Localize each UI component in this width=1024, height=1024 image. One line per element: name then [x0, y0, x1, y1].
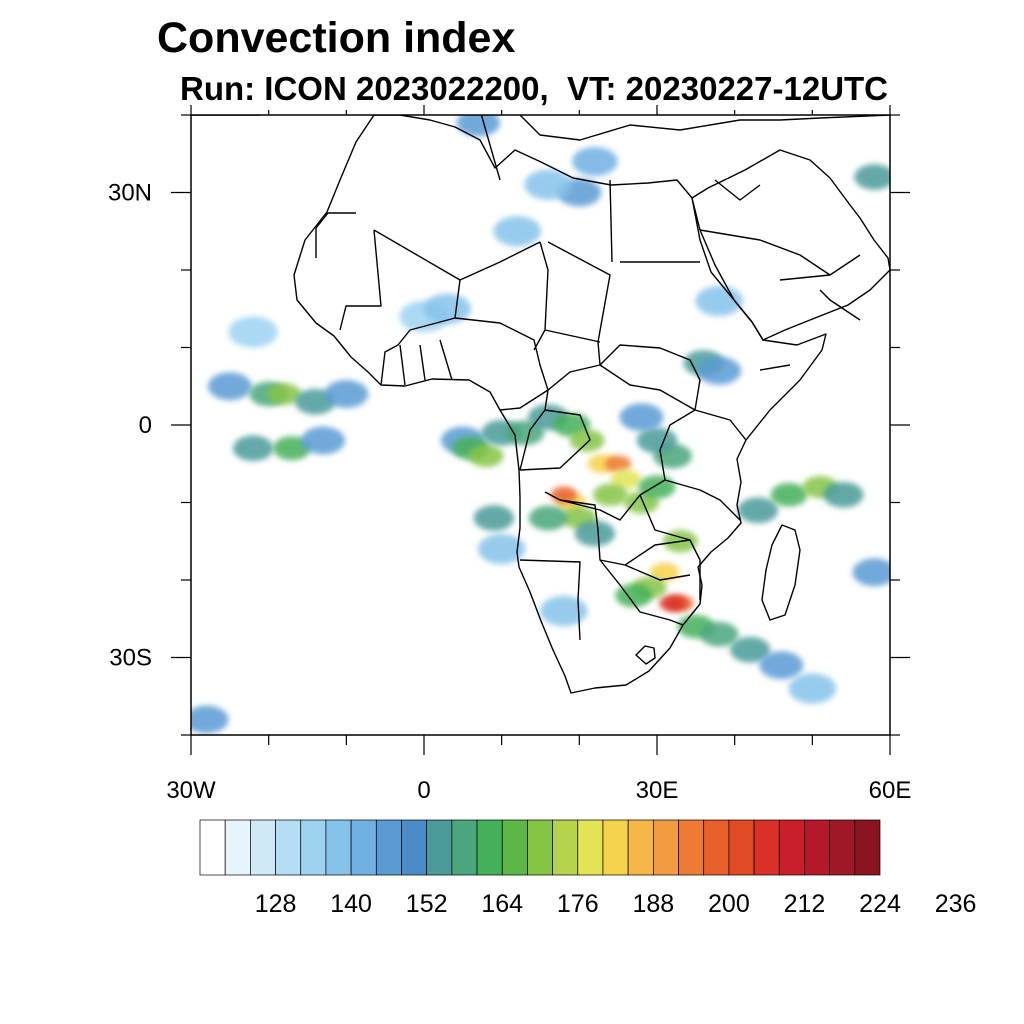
- axis-ticks: [171, 105, 910, 755]
- colorbar-swatch: [778, 819, 805, 876]
- field-cell: [324, 380, 369, 408]
- field-cell: [571, 146, 618, 177]
- colorbar-swatch: [829, 819, 856, 876]
- field-cell: [592, 483, 628, 506]
- field-cell: [456, 115, 501, 137]
- field-cell: [301, 426, 346, 455]
- field-cell: [610, 469, 642, 489]
- colorbar-swatch: [224, 819, 251, 876]
- colorbar-label: 236: [935, 890, 977, 918]
- field-cell: [788, 673, 837, 704]
- field-cell: [468, 444, 504, 468]
- colorbar-swatch: [300, 819, 327, 876]
- colorbar-swatch: [401, 819, 428, 876]
- field-cell: [191, 705, 229, 734]
- page-title: Convection index: [157, 14, 516, 62]
- x-tick-label: 30W: [166, 777, 216, 804]
- field-cell: [759, 651, 804, 680]
- colorbar-labels: 128 140 152 164 176 188 200 212 224 236: [255, 890, 977, 918]
- x-tick-label: 30E: [636, 777, 679, 804]
- colorbar-label: 200: [708, 890, 750, 918]
- field-cell: [729, 636, 771, 663]
- colorbar-swatch: [602, 819, 629, 876]
- field-cell: [267, 383, 302, 405]
- field-cell: [604, 455, 632, 473]
- y-tick-label: 0: [139, 412, 152, 439]
- colorbar-swatch: [476, 819, 503, 876]
- colorbar-swatch: [753, 819, 780, 876]
- x-tick-label: 60E: [869, 777, 912, 804]
- colorbar-swatch: [652, 819, 679, 876]
- field-cell: [699, 621, 739, 647]
- field-cell: [524, 169, 573, 200]
- field-cell: [852, 558, 890, 587]
- colorbar-swatch: [728, 819, 755, 876]
- colorbar-swatch: [375, 819, 402, 876]
- field-cell: [207, 372, 252, 401]
- axis-tick-labels: 30W 0 30E 60E 30N 0 30S: [108, 180, 911, 805]
- colorbar-swatch: [527, 819, 553, 876]
- colorbar-label: 152: [406, 890, 448, 918]
- field-cell: [528, 505, 568, 531]
- colorbar-label: 140: [330, 890, 372, 918]
- field-cell: [737, 497, 779, 524]
- colorbar-swatch: [854, 819, 881, 876]
- border-lines: [315, 115, 861, 641]
- madagascar: [761, 524, 801, 621]
- convection-field: [191, 115, 890, 734]
- colorbar-swatch: [250, 819, 276, 876]
- colorbar-swatch: [678, 819, 705, 876]
- colorbar-swatch: [577, 819, 604, 876]
- y-tick-label: 30S: [109, 645, 152, 672]
- y-tick-label: 30N: [108, 180, 152, 207]
- field-cell: [636, 427, 678, 454]
- colorbar-label: 176: [557, 890, 599, 918]
- europe-coast: [191, 115, 890, 141]
- colorbar-swatch: [552, 819, 579, 876]
- field-cell: [770, 482, 808, 507]
- field-cell: [473, 505, 515, 531]
- field-cell: [638, 475, 676, 499]
- colorbar-swatch: [703, 819, 730, 876]
- field-cell: [619, 403, 664, 432]
- x-tick-label: 0: [417, 777, 430, 804]
- field-cell: [695, 285, 743, 317]
- colorbar-label: 224: [859, 890, 901, 918]
- field-cell: [228, 316, 278, 348]
- country-borders: [191, 115, 890, 694]
- field-cell: [854, 164, 890, 190]
- africa-coastline: [293, 115, 827, 694]
- field-cell: [540, 595, 588, 627]
- colorbar-swatch: [350, 819, 377, 876]
- field-cell: [477, 533, 526, 565]
- colorbar-swatch: [325, 819, 352, 876]
- colorbar-swatch: [426, 819, 453, 876]
- colorbar-label: 164: [481, 890, 523, 918]
- field-cell: [697, 356, 742, 385]
- colorbar-swatch: [199, 819, 226, 876]
- arabia-coastline: [691, 149, 890, 341]
- colorbar-label: 188: [632, 890, 674, 918]
- colorbar-swatch: [627, 819, 654, 876]
- colorbar-swatch: [804, 819, 830, 876]
- field-cell: [615, 583, 653, 608]
- field-cell: [574, 520, 616, 547]
- lesotho: [635, 645, 656, 665]
- colorbar-swatch: [275, 819, 302, 876]
- field-cell: [423, 293, 472, 324]
- colorbar-swatch: [451, 819, 478, 876]
- field-cell: [649, 562, 680, 582]
- field-cell: [232, 435, 274, 462]
- colorbar-label: 128: [255, 890, 297, 918]
- page-subtitle: Run: ICON 2023022200, VT: 20230227-12UTC: [180, 70, 889, 107]
- field-cell: [493, 216, 541, 247]
- field-cell: [659, 594, 686, 612]
- field-cell: [569, 429, 605, 452]
- colorbar: [199, 819, 881, 876]
- colorbar-swatch: [501, 819, 528, 876]
- field-cell: [823, 481, 864, 508]
- colorbar-label: 212: [784, 890, 826, 918]
